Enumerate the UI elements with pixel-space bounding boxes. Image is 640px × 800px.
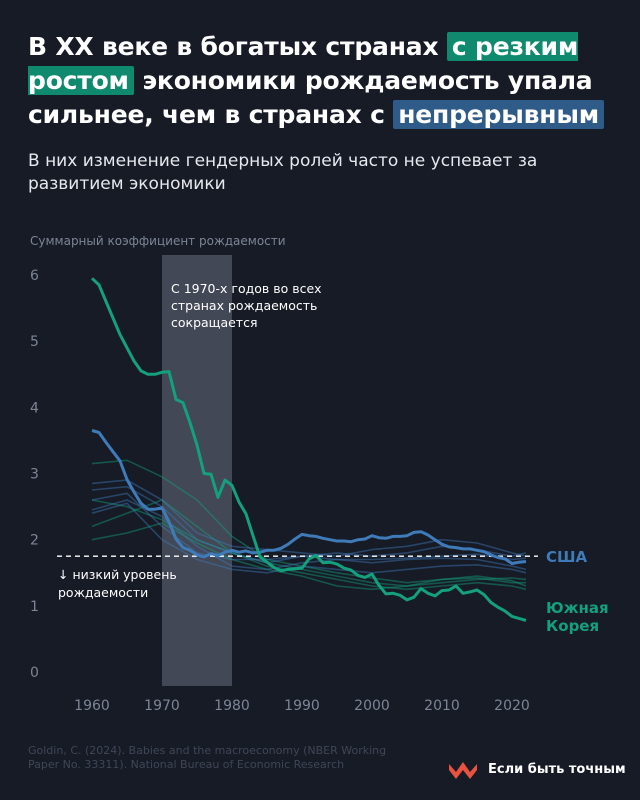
background-green-line-2 <box>91 499 527 587</box>
y-tick-3: 3 <box>30 467 39 483</box>
x-tick-2020: 2020 <box>494 698 530 714</box>
shaded-period-annotation: С 1970-х годов во всех странах рождаемост… <box>171 281 322 330</box>
y-tick-5: 5 <box>30 334 39 350</box>
y-tick-0: 0 <box>30 665 39 681</box>
source-footnote: Goldin, C. (2024). Babies and the macroe… <box>28 744 387 771</box>
page-subtitle: В них изменение гендерных ролей часто не… <box>28 151 538 194</box>
reference-line-label: ↓ низкий уровень рождаемости <box>58 567 177 600</box>
series-line-korea <box>90 277 527 622</box>
x-tick-1980: 1980 <box>214 698 250 714</box>
x-tick-2000: 2000 <box>354 698 390 714</box>
brand-logo-icon <box>449 762 477 779</box>
x-tick-1970: 1970 <box>144 698 180 714</box>
y-tick-labels: 0 1 2 3 4 5 6 <box>30 268 39 681</box>
title-part1: В XX веке в богатых странах <box>28 32 439 61</box>
brand-name: Если быть точным <box>488 761 626 777</box>
y-tick-6: 6 <box>30 268 39 284</box>
title-part2: экономики рождаемость упала сильнее, чем… <box>28 66 593 129</box>
fertility-chart: 0 1 2 3 4 5 6 1960 1970 1980 1990 2000 2010 2020 С 1… <box>30 255 609 714</box>
y-axis-label: Суммарный коэффициент рождаемости <box>30 234 286 248</box>
shaded-period-1970s <box>162 255 232 686</box>
x-tick-labels: 1960 1970 1980 1990 2000 2010 2020 <box>74 698 530 714</box>
x-tick-1960: 1960 <box>74 698 110 714</box>
x-tick-1990: 1990 <box>284 698 320 714</box>
series-line-usa <box>91 429 527 565</box>
y-tick-2: 2 <box>30 533 39 549</box>
series-label-korea: Южная Корея <box>546 599 609 635</box>
brand: Если быть точным <box>448 758 626 780</box>
background-green-line-1 <box>91 459 527 587</box>
background-green-line-4 <box>91 522 526 591</box>
y-tick-4: 4 <box>30 400 39 416</box>
highlighted-series <box>90 277 527 622</box>
page-title: В XX веке в богатых странах с резким рос… <box>28 30 628 132</box>
y-tick-1: 1 <box>30 599 39 615</box>
background-blue-line-3 <box>91 502 527 574</box>
background-green-line-3 <box>91 499 527 591</box>
x-tick-2010: 2010 <box>424 698 460 714</box>
background-blue-line-1 <box>91 479 527 558</box>
title-highlight-blue: непрерывным <box>393 100 604 129</box>
series-label-usa: США <box>546 548 588 566</box>
